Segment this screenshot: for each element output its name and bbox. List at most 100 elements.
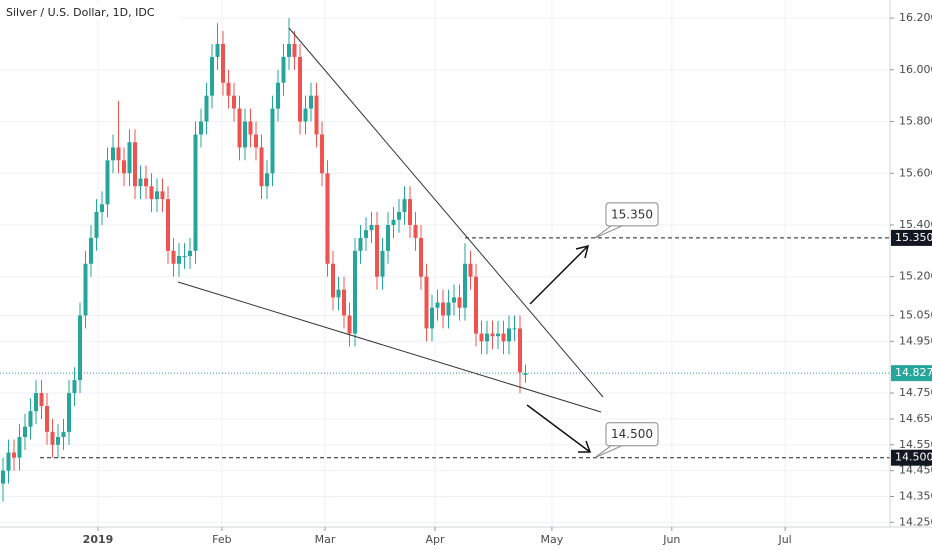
y-tick-label: 15.600 — [899, 166, 932, 179]
candle-body — [325, 173, 330, 264]
candle-body — [44, 405, 49, 432]
candle-body — [138, 178, 143, 187]
candle-body — [155, 191, 160, 200]
y-tick-label: 15.050 — [899, 308, 932, 321]
candle-body — [364, 230, 369, 238]
candle-body — [314, 95, 319, 135]
candle-body — [485, 333, 490, 342]
y-tick-label: 15.800 — [899, 115, 932, 128]
candle-body — [0, 470, 5, 484]
candle-body — [270, 108, 275, 174]
candle-body — [72, 380, 77, 394]
candle-body — [188, 250, 193, 257]
candle-body — [298, 56, 303, 122]
candle-body — [353, 250, 358, 334]
candle-body — [99, 204, 104, 213]
last-price-box — [891, 365, 932, 382]
candle-body — [336, 289, 341, 298]
candle-body — [210, 56, 215, 96]
candle-body — [380, 250, 385, 277]
x-tick-label: Mar — [315, 533, 336, 546]
callout-box — [605, 422, 659, 447]
arrow-head — [575, 244, 590, 259]
candle-body — [94, 212, 99, 238]
x-tick-label: Jul — [777, 533, 791, 546]
candle-body — [110, 147, 115, 161]
candle-body — [523, 373, 528, 375]
candle-body — [193, 134, 198, 251]
axes: 14.250 14.350 14.450 14.550 14.650 14.750 14.9… — [83, 11, 932, 546]
candle-body — [199, 121, 204, 135]
y-tick-label: 14.450 — [899, 464, 932, 477]
candle-body — [171, 250, 176, 264]
grid — [0, 0, 890, 527]
candle-body — [391, 219, 396, 225]
candle-body — [215, 43, 220, 57]
arrow — [529, 245, 589, 305]
candle-body — [50, 431, 55, 445]
candle-body — [77, 315, 82, 381]
callout-box — [605, 202, 659, 227]
candles: 15.350 14.500 — [0, 18, 890, 502]
candle-body — [166, 199, 171, 251]
candle-body — [121, 160, 126, 174]
callout-label: 14.500 — [611, 427, 653, 441]
candle-body — [397, 212, 402, 220]
candle-body — [452, 297, 457, 303]
candle-body — [512, 328, 517, 330]
candle-body — [331, 263, 336, 298]
drawings — [177, 27, 604, 453]
candle-body — [320, 134, 325, 174]
candle-body — [430, 307, 435, 329]
arrow — [526, 404, 591, 453]
candle-body — [474, 276, 479, 334]
candle-body — [149, 186, 154, 200]
candle-body — [39, 393, 44, 406]
callout-pointer — [594, 445, 623, 459]
y-tick-label: 14.350 — [899, 489, 932, 502]
y-tick-label: 14.750 — [899, 386, 932, 399]
candle-body — [33, 393, 38, 412]
candle-body — [254, 134, 259, 148]
candle-body — [237, 108, 242, 148]
candle-body — [446, 302, 451, 316]
candle-body — [303, 108, 308, 122]
candle-body — [479, 333, 484, 342]
y-tick-label: 16.000 — [899, 63, 932, 76]
last-price-label: 14.827 — [895, 366, 932, 379]
candle-body — [243, 121, 248, 148]
candle-body — [133, 142, 138, 187]
candle-body — [55, 437, 60, 445]
candle-body — [419, 237, 424, 277]
candle-body — [441, 302, 446, 316]
candle-body — [424, 276, 429, 329]
chart-title: Silver / U.S. Dollar, 1D, IDC — [6, 6, 155, 19]
candle-body — [386, 224, 391, 251]
candle-body — [221, 43, 226, 83]
y-tick-label: 14.550 — [899, 438, 932, 451]
candle-body — [507, 328, 512, 342]
candle-body — [435, 302, 440, 308]
candle-body — [66, 393, 71, 432]
trend-line — [288, 27, 604, 398]
x-tick-label: Jun — [662, 533, 680, 546]
candle-body — [177, 256, 182, 264]
candle-body — [342, 289, 347, 316]
candle-body — [496, 333, 501, 337]
y-tick-label: 14.950 — [899, 334, 932, 347]
candle-body — [248, 121, 253, 135]
candle-body — [402, 199, 407, 213]
x-tick-label: Feb — [212, 533, 231, 546]
candle-body — [83, 263, 88, 316]
candle-body — [226, 82, 231, 96]
candle-body — [358, 237, 363, 251]
candle-body — [204, 95, 209, 122]
callout-pointer — [594, 225, 623, 239]
candle-body — [518, 328, 523, 373]
x-tick-label: 2019 — [83, 533, 114, 546]
y-tick-label: 14.250 — [899, 515, 932, 528]
candle-body — [265, 173, 270, 187]
candle-body — [309, 95, 314, 109]
candle-body — [501, 333, 506, 342]
